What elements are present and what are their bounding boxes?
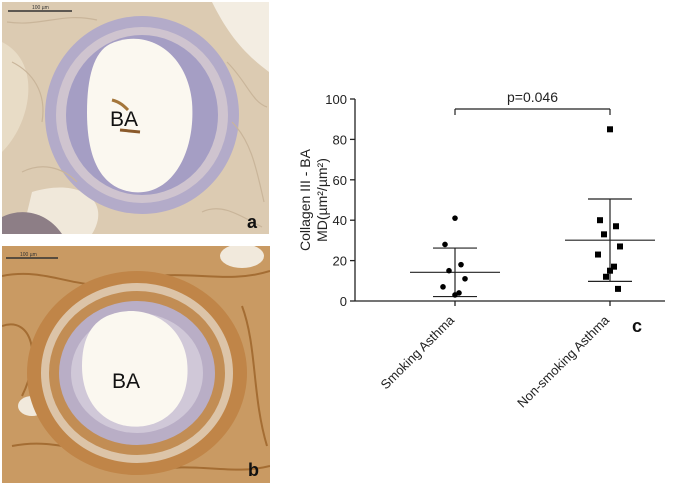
- data-point-square: [607, 267, 613, 274]
- y-axis-title-line1: Collagen III - BA: [297, 148, 313, 251]
- micrograph-a-image: 100 µm BA a: [2, 2, 269, 234]
- data-point-square: [607, 126, 613, 133]
- x-tick-label: Non-smoking Asthma: [514, 312, 613, 411]
- data-point-square: [597, 217, 603, 224]
- data-point-square: [611, 263, 617, 270]
- x-tick-label: Smoking Asthma: [378, 312, 458, 392]
- data-point-circle: [442, 241, 448, 248]
- micrograph-b-image: 100 µm BA b: [2, 246, 270, 483]
- bronchiole-label-b: BA: [112, 370, 140, 393]
- scale-bar-label-a: 100 µm: [32, 5, 49, 11]
- data-point-circle: [458, 261, 464, 268]
- y-tick-label: 40: [333, 213, 347, 228]
- data-points: [410, 126, 655, 298]
- panel-letter-b: b: [248, 460, 259, 480]
- data-point-square: [601, 231, 607, 238]
- micrograph-panel-b: 100 µm BA b: [2, 246, 270, 483]
- y-tick-label: 0: [340, 294, 347, 309]
- y-tick-label: 80: [333, 132, 347, 147]
- y-tick-label: 100: [325, 92, 347, 107]
- data-point-square: [603, 273, 609, 280]
- data-point-circle: [446, 267, 452, 274]
- data-point-square: [595, 251, 601, 258]
- data-point-circle: [440, 284, 446, 290]
- data-point-square: [617, 243, 623, 250]
- collagen-scatter-chart: 0 20 40 60 80 100 Smoking Asthma Non-smoking A…: [297, 89, 665, 411]
- y-tick-label: 20: [333, 254, 347, 269]
- y-axis: 0 20 40 60 80 100: [325, 92, 356, 309]
- data-point-circle: [462, 275, 468, 282]
- data-point-circle: [452, 215, 458, 221]
- bronchiole-label-a: BA: [110, 108, 138, 131]
- y-tick-label: 60: [333, 173, 347, 188]
- panel-letter-a: a: [247, 212, 258, 232]
- y-axis-title-line2: MD(µm²/µm²): [314, 158, 330, 242]
- scale-bar-label-b: 100 µm: [20, 252, 37, 258]
- p-value-annotation: p=0.046: [507, 89, 558, 105]
- data-point-square: [615, 285, 621, 292]
- micrograph-panel-a: 100 µm BA a: [2, 2, 269, 234]
- data-point-square: [613, 223, 619, 230]
- panel-letter-c: c: [632, 316, 642, 336]
- x-axis: Smoking Asthma Non-smoking Asthma: [355, 300, 665, 411]
- significance-bracket: [454, 108, 611, 115]
- data-point-circle: [452, 292, 458, 298]
